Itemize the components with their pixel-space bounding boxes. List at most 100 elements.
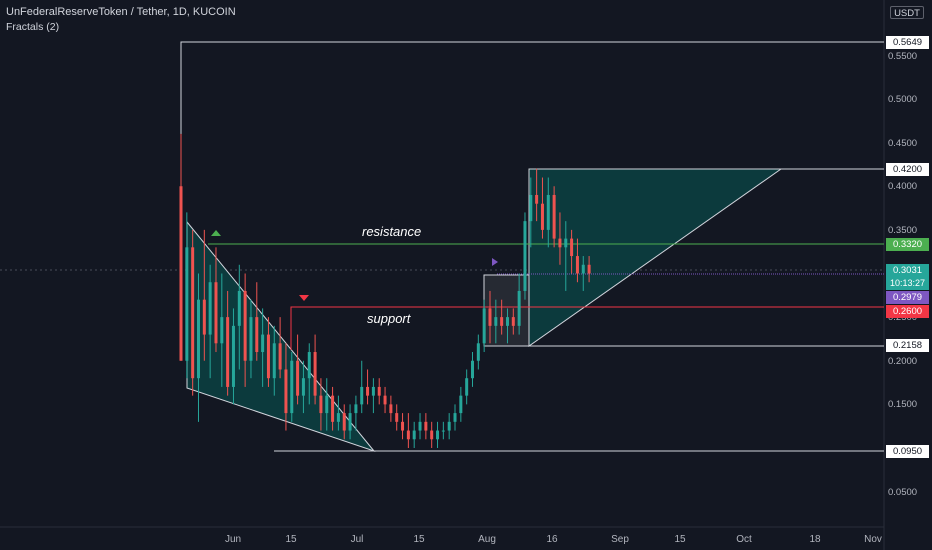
candle-body bbox=[453, 413, 457, 422]
candle-body bbox=[261, 334, 265, 353]
candle-body bbox=[424, 421, 428, 431]
candle-body bbox=[406, 430, 410, 440]
y-tick: 0.5500 bbox=[888, 51, 918, 62]
candle-body bbox=[208, 282, 212, 335]
candle-body bbox=[348, 413, 352, 431]
candle-body bbox=[395, 413, 399, 422]
candle-body bbox=[307, 352, 311, 379]
candle-body bbox=[220, 317, 224, 344]
y-tick: 0.4000 bbox=[888, 181, 918, 192]
x-tick: 16 bbox=[546, 534, 558, 545]
candle-body bbox=[284, 369, 288, 414]
x-tick: Jul bbox=[350, 534, 364, 545]
candle-body bbox=[401, 421, 405, 431]
candle-body bbox=[377, 386, 381, 396]
candle-body bbox=[331, 395, 335, 422]
candle-body bbox=[191, 247, 195, 379]
candle-body bbox=[505, 317, 509, 326]
candle-body bbox=[430, 430, 434, 440]
candle-body bbox=[243, 290, 247, 361]
candle-body bbox=[575, 256, 579, 274]
candle-body bbox=[231, 325, 235, 387]
candle-body bbox=[570, 238, 574, 257]
y-tick: 0.1500 bbox=[888, 399, 918, 410]
candle-body bbox=[418, 421, 422, 431]
candle-body bbox=[535, 194, 539, 204]
box-top-price-label: 0.4200 bbox=[886, 163, 929, 176]
candle-body bbox=[511, 317, 515, 326]
x-tick: 15 bbox=[285, 534, 297, 545]
chart-title: UnFederalReserveToken / Tether, 1D, KUCO… bbox=[6, 6, 236, 18]
fractal-down-marker bbox=[299, 295, 309, 301]
candle-body bbox=[523, 221, 527, 291]
x-tick: Sep bbox=[611, 534, 629, 545]
support-line bbox=[290, 306, 884, 350]
candle-body bbox=[500, 317, 504, 326]
candle-body bbox=[360, 386, 364, 405]
y-tick: 0.0500 bbox=[888, 487, 918, 498]
candle-body bbox=[540, 203, 544, 230]
candle-body bbox=[185, 247, 189, 361]
candle-body bbox=[436, 430, 440, 440]
candle-body bbox=[476, 343, 480, 361]
candle-body bbox=[319, 395, 323, 414]
x-tick: Aug bbox=[478, 534, 496, 545]
x-tick: 18 bbox=[809, 534, 821, 545]
current-price-value: 0.3031 bbox=[892, 265, 923, 276]
consolidation-box bbox=[483, 274, 530, 347]
candlestick-series bbox=[179, 133, 591, 448]
candle-body bbox=[587, 264, 591, 274]
x-tick: Jun bbox=[224, 534, 242, 545]
currency-badge[interactable]: USDT bbox=[890, 6, 924, 19]
fractal-up-marker bbox=[211, 230, 221, 236]
candle-body bbox=[266, 334, 270, 379]
indicator-label[interactable]: Fractals (2) bbox=[6, 21, 60, 33]
candle-body bbox=[447, 421, 451, 431]
candle-body bbox=[296, 360, 300, 396]
candle-body bbox=[272, 343, 276, 379]
y-tick: 0.2000 bbox=[888, 356, 918, 367]
candle-body bbox=[342, 413, 346, 431]
support-annotation[interactable]: support bbox=[367, 311, 411, 326]
purple-arrow-marker bbox=[492, 258, 498, 266]
candle-body bbox=[255, 317, 259, 353]
x-tick: Oct bbox=[736, 534, 752, 545]
resistance-price-label: 0.3320 bbox=[886, 238, 929, 251]
candle-body bbox=[196, 299, 200, 379]
candle-body bbox=[465, 378, 469, 396]
y-tick: 0.3500 bbox=[888, 225, 918, 236]
candle-body bbox=[552, 194, 556, 239]
x-tick: Nov bbox=[864, 534, 882, 545]
candle-body bbox=[249, 317, 253, 361]
bottom-price-label: 0.0950 bbox=[886, 445, 929, 458]
candle-body bbox=[278, 343, 282, 370]
top-price-label: 0.5649 bbox=[886, 36, 929, 49]
candle-body bbox=[459, 395, 463, 414]
candle-body bbox=[412, 430, 416, 440]
y-tick: 0.5000 bbox=[888, 94, 918, 105]
candle-body bbox=[214, 282, 218, 344]
candle-body bbox=[237, 290, 241, 326]
candle-body bbox=[546, 194, 550, 230]
purple-price-label: 0.2979 bbox=[886, 291, 929, 304]
candle-body bbox=[301, 378, 305, 396]
candle-body bbox=[564, 238, 568, 248]
candle-body bbox=[441, 430, 445, 432]
box-bottom-price-label: 0.2158 bbox=[886, 339, 929, 352]
current-price-label: 0.3031 10:13:27 bbox=[886, 264, 929, 290]
candle-body bbox=[313, 352, 317, 396]
x-tick: 15 bbox=[413, 534, 425, 545]
candle-body bbox=[558, 238, 562, 248]
rising-wedge-shape bbox=[528, 168, 783, 347]
candle-body bbox=[290, 360, 294, 414]
candle-body bbox=[488, 308, 492, 326]
candle-body bbox=[371, 386, 375, 396]
candle-body bbox=[226, 317, 230, 387]
resistance-annotation[interactable]: resistance bbox=[362, 224, 422, 239]
candle-body bbox=[354, 404, 358, 414]
candle-body bbox=[471, 360, 474, 379]
candle-body bbox=[336, 413, 340, 422]
candle-body bbox=[325, 395, 329, 414]
candle-body bbox=[366, 386, 370, 396]
